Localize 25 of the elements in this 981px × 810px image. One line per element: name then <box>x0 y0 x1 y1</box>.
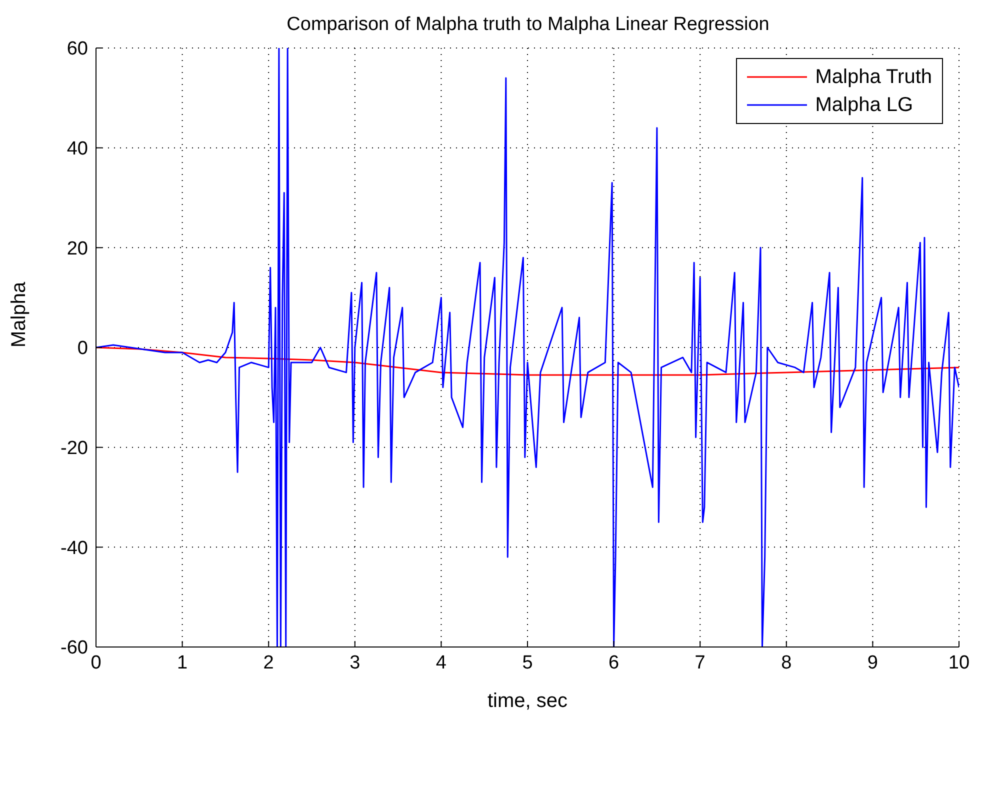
x-tick-label: 7 <box>694 652 706 674</box>
y-tick-label: -20 <box>60 438 88 460</box>
y-tick-label: -60 <box>60 638 88 659</box>
x-tick-label: 10 <box>948 652 970 674</box>
x-tick-label: 2 <box>263 652 274 674</box>
x-tick-label: 1 <box>177 652 188 674</box>
legend-label: Malpha Truth <box>815 65 932 90</box>
x-tick-label: 3 <box>350 652 360 674</box>
chart-title: Comparison of Malpha truth to Malpha Linear Regression <box>286 14 770 36</box>
y-tick-label: -40 <box>60 538 88 559</box>
x-tick-label: 8 <box>781 652 792 674</box>
y-tick-label: 40 <box>66 138 88 160</box>
y-tick-label: 60 <box>66 38 88 60</box>
y-axis-title: Malpha <box>8 281 30 348</box>
x-tick-label: 9 <box>867 652 878 674</box>
line-series <box>96 48 959 647</box>
x-axis-title: time, sec <box>487 690 568 712</box>
y-tick-label: 0 <box>77 338 88 360</box>
x-tick-label: 5 <box>522 652 533 674</box>
x-tick-label: 6 <box>608 652 620 674</box>
x-tick-label: 4 <box>436 652 447 674</box>
x-tick-label: 0 <box>90 652 102 674</box>
y-tick-label: 20 <box>66 238 88 260</box>
line-series <box>96 346 959 376</box>
legend-label: Malpha LG <box>815 93 914 118</box>
